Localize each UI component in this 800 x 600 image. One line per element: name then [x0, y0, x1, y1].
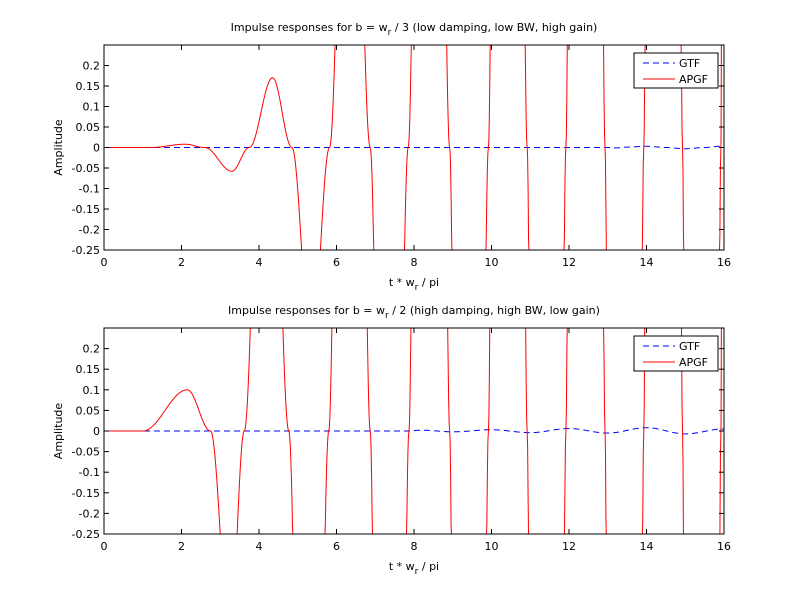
x-tick-label: 16 — [717, 540, 731, 553]
x-tick-label: 16 — [717, 256, 731, 269]
chart-title-text-rest: / 2 (high damping, high BW, low gain) — [389, 304, 600, 317]
x-tick-label: 14 — [640, 256, 654, 269]
y-tick-label: -0.05 — [72, 162, 100, 175]
x-tick-label: 14 — [640, 540, 654, 553]
x-tick-label: 4 — [256, 540, 263, 553]
chart-title-text: Impulse responses for b = w — [231, 21, 388, 34]
x-axis-label-text-rest: / pi — [418, 560, 439, 573]
y-tick-label: 0 — [93, 425, 100, 438]
y-tick-label: -0.15 — [72, 203, 100, 216]
x-axis-label-text: t * w — [389, 276, 415, 289]
legend-label-gtf: GTF — [679, 57, 700, 70]
series-group — [104, 45, 724, 250]
legend-label-gtf: GTF — [679, 340, 700, 353]
x-axis-label: t * wr / pi — [389, 560, 439, 577]
y-tick-label: 0.2 — [83, 343, 101, 356]
chart-title: Impulse responses for b = wr / 3 (low da… — [231, 21, 598, 38]
chart-title-text: Impulse responses for b = w — [228, 304, 385, 317]
subplot-2: 0 2 4 6 8 10 12 14 16 0.2 0.15 0.1 0.05 0 -0.05 -0.1 -0.… — [52, 304, 731, 577]
x-tick-label: 2 — [178, 256, 185, 269]
chart-title-text-rest: / 3 (low damping, low BW, high gain) — [391, 21, 597, 34]
y-tick-label: 0.2 — [83, 60, 101, 73]
series-line-apgf — [104, 328, 722, 534]
x-tick-label: 10 — [485, 256, 499, 269]
series-group — [104, 328, 724, 534]
x-tick-label: 0 — [101, 540, 108, 553]
x-tick-label: 6 — [333, 256, 340, 269]
legend-box — [633, 335, 719, 372]
series-line-gtf — [104, 145, 724, 150]
x-tick-label: 12 — [562, 540, 576, 553]
legend: GTF APGF — [633, 52, 719, 89]
y-tick-label: 0.1 — [83, 384, 101, 397]
x-axis-label-text-rest: / pi — [418, 276, 439, 289]
y-tick-label: -0.25 — [72, 244, 100, 257]
x-tick-label: 2 — [178, 540, 185, 553]
y-tick-label: 0.1 — [83, 101, 101, 114]
y-tick-label: -0.2 — [79, 224, 100, 237]
legend-box — [633, 52, 719, 89]
x-axis-label-subscript: r — [415, 283, 419, 293]
y-tick-label: -0.1 — [79, 466, 100, 479]
y-tick-label: 0.05 — [76, 121, 101, 134]
x-tick-label: 8 — [411, 540, 418, 553]
x-tick-label: 8 — [411, 256, 418, 269]
y-tick-label: 0.15 — [76, 363, 101, 376]
subplot-1: 0 2 4 6 8 10 12 14 16 0.2 0.15 0.1 0.05 0 -0.05 -0.1 -0.… — [52, 21, 731, 293]
x-tick-label: 6 — [333, 540, 340, 553]
chart-title: Impulse responses for b = wr / 2 (high d… — [228, 304, 600, 321]
legend-label-apgf: APGF — [679, 356, 708, 369]
x-tick-label: 4 — [256, 256, 263, 269]
x-axis-label-text: t * w — [389, 560, 415, 573]
y-tick-label: -0.15 — [72, 487, 100, 500]
y-tick-label: -0.1 — [79, 183, 100, 196]
y-tick-label: -0.2 — [79, 507, 100, 520]
legend-label-apgf: APGF — [679, 73, 708, 86]
y-tick-label: 0 — [93, 142, 100, 155]
chart-title-subscript: r — [385, 311, 389, 321]
series-line-gtf — [104, 427, 724, 435]
y-tick-label: 0.15 — [76, 80, 101, 93]
x-axis-label: t * wr / pi — [389, 276, 439, 293]
x-tick-label: 0 — [101, 256, 108, 269]
y-tick-label: 0.05 — [76, 404, 101, 417]
series-line-apgf — [104, 45, 722, 250]
legend: GTF APGF — [633, 335, 719, 372]
y-tick-label: -0.05 — [72, 446, 100, 459]
y-tick-label: -0.25 — [72, 528, 100, 541]
chart-title-subscript: r — [388, 28, 392, 38]
x-tick-label: 10 — [485, 540, 499, 553]
y-axis-label: Amplitude — [52, 403, 65, 460]
x-axis-label-subscript: r — [415, 567, 419, 577]
y-axis-label: Amplitude — [52, 119, 65, 176]
x-tick-label: 12 — [562, 256, 576, 269]
